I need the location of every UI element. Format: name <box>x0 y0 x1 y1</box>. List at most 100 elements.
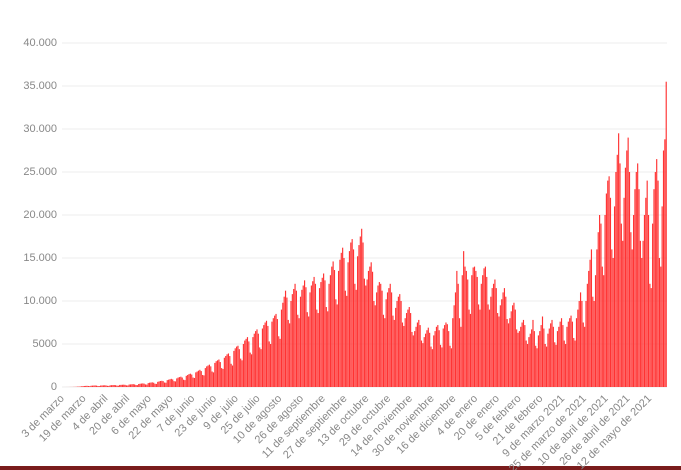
bar <box>245 338 247 387</box>
bar <box>506 319 508 387</box>
bar <box>509 318 511 387</box>
bar <box>471 275 473 387</box>
bar <box>403 325 405 387</box>
bar <box>144 384 147 387</box>
bar <box>359 236 361 387</box>
bar <box>195 372 197 387</box>
bar <box>176 378 178 387</box>
bar <box>611 249 613 387</box>
bar <box>104 385 106 387</box>
bar <box>214 362 216 387</box>
bar <box>231 365 234 387</box>
bar <box>207 365 209 387</box>
bar <box>396 301 398 387</box>
bar <box>624 167 627 387</box>
bar <box>142 383 144 387</box>
bar <box>293 288 295 387</box>
bar <box>623 197 625 387</box>
bar <box>244 340 246 387</box>
bar <box>585 301 587 387</box>
bar <box>261 328 264 387</box>
bar <box>259 347 261 387</box>
bar <box>464 266 466 387</box>
bar <box>177 377 179 387</box>
bar <box>234 348 236 387</box>
bar <box>225 356 227 387</box>
bar <box>270 344 272 387</box>
bar <box>250 354 253 387</box>
bar <box>321 277 323 387</box>
bar <box>658 258 660 387</box>
bar <box>601 266 603 387</box>
bar <box>367 270 370 387</box>
bar <box>233 350 235 387</box>
bar <box>620 223 622 387</box>
bar <box>199 369 201 387</box>
bar <box>465 270 467 387</box>
bar <box>537 335 539 387</box>
bar <box>271 321 273 387</box>
bar <box>256 329 258 387</box>
bar <box>363 278 365 387</box>
bar <box>487 304 489 387</box>
bar <box>391 292 393 387</box>
bar <box>665 81 667 387</box>
bar <box>115 385 117 387</box>
bar <box>528 337 530 387</box>
bar <box>513 302 515 387</box>
y-tick-label: 30.000 <box>23 123 57 135</box>
bar <box>93 385 95 387</box>
bar <box>332 261 334 387</box>
bar <box>571 321 573 387</box>
bar <box>373 301 375 387</box>
bar <box>342 247 344 387</box>
bar <box>189 373 191 387</box>
bar <box>361 228 363 387</box>
bar <box>482 275 484 387</box>
bar <box>229 356 231 387</box>
bar <box>384 318 386 387</box>
bar <box>408 307 410 387</box>
bar <box>278 336 280 387</box>
bar <box>544 344 546 387</box>
bar <box>184 380 186 387</box>
bar <box>197 370 200 387</box>
bar <box>475 270 477 387</box>
bar <box>140 383 143 387</box>
bar <box>276 319 278 387</box>
bar <box>286 297 288 387</box>
bar <box>386 292 389 387</box>
bar <box>150 382 152 387</box>
bar <box>129 384 132 387</box>
bar <box>491 288 493 387</box>
bottom-border <box>0 466 681 470</box>
bar <box>562 325 564 387</box>
bar <box>226 354 228 387</box>
bar <box>444 325 446 387</box>
bar <box>343 258 345 387</box>
bar <box>255 331 257 387</box>
bar <box>407 309 409 387</box>
bar <box>323 273 325 387</box>
bar <box>535 345 537 387</box>
bar <box>183 379 185 387</box>
bar <box>461 275 463 387</box>
bar <box>153 382 155 387</box>
bar <box>350 242 352 387</box>
bar <box>354 283 356 387</box>
bar <box>604 215 606 387</box>
bar <box>555 344 557 387</box>
bar <box>116 385 118 387</box>
bar <box>154 383 156 387</box>
bar <box>472 267 474 387</box>
bar <box>351 239 353 387</box>
bar <box>605 193 607 387</box>
bar <box>257 333 259 387</box>
bar <box>439 344 442 387</box>
bar <box>163 382 166 387</box>
bar <box>597 232 599 387</box>
bar <box>83 385 85 387</box>
bar <box>586 283 588 387</box>
bar <box>393 319 395 387</box>
bar <box>139 383 141 387</box>
